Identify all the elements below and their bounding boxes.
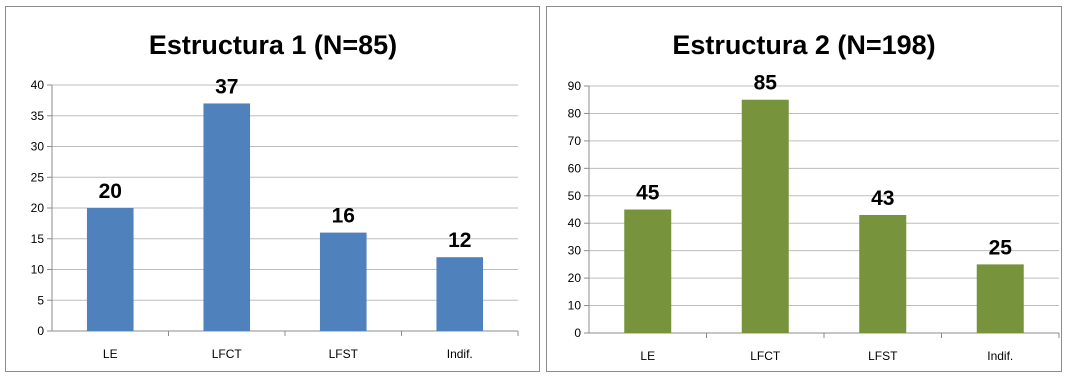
y-tick-label: 10: [31, 263, 45, 277]
x-tick-label: Indif.: [987, 349, 1013, 363]
chart-svg-2: Estructura 2 (N=198) 0 10 20 30 40 50 60 70 80 90…: [568, 30, 1060, 363]
y-tick-label: 30: [568, 244, 582, 258]
data-label: 20: [99, 180, 122, 203]
chart-panel-estructura-2: Estructura 2 (N=198) 0 10 20 30 40 50 60 70 80 90…: [546, 6, 1062, 372]
x-tick-label: LFST: [868, 349, 898, 363]
x-tick-label: Indif.: [447, 347, 473, 361]
plot-area: 0 5 10 15 20 25 30 35 40 20 LE 37 LFCT 16 LFST 12 Indif.: [31, 75, 519, 361]
data-label: 37: [215, 75, 238, 98]
bar: [86, 208, 134, 331]
y-tick-label: 0: [574, 326, 581, 340]
data-label: 43: [871, 187, 894, 210]
y-tick-label: 90: [568, 79, 582, 93]
x-tick-label: LFCT: [212, 347, 243, 361]
x-tick-label: LFCT: [750, 349, 781, 363]
y-tick-label: 20: [31, 201, 45, 215]
y-tick-label: 40: [568, 216, 582, 230]
y-tick-label: 0: [37, 324, 44, 338]
y-tick-label: 80: [568, 106, 582, 120]
y-tick-label: 70: [568, 134, 582, 148]
bar: [436, 257, 484, 331]
chart-title: Estructura 2 (N=198): [672, 30, 935, 60]
bar: [976, 264, 1024, 333]
x-tick-label: LE: [640, 349, 655, 363]
y-tick-label: 35: [31, 109, 45, 123]
data-label: 45: [636, 182, 660, 205]
bar: [741, 99, 789, 333]
data-label: 85: [754, 72, 778, 95]
y-tick-label: 50: [568, 189, 582, 203]
y-tick-label: 10: [568, 299, 582, 313]
y-tick-label: 40: [31, 78, 45, 92]
chart-panel-estructura-1: Estructura 1 (N=85) 0 5 10 15 20 25 30 35 40 20 LE…: [5, 6, 540, 372]
y-tick-label: 30: [31, 140, 45, 154]
data-label: 12: [448, 229, 471, 252]
y-tick-label: 15: [31, 232, 45, 246]
data-label: 16: [332, 205, 355, 228]
chart-svg-1: Estructura 1 (N=85) 0 5 10 15 20 25 30 35 40 20 LE…: [31, 30, 519, 361]
x-tick-label: LFST: [329, 347, 359, 361]
bar: [859, 214, 907, 333]
data-label: 25: [989, 236, 1013, 259]
plot-area: 0 10 20 30 40 50 60 70 80 90 45 LE 85 LFCT 43 LFST 25 Ind…: [568, 72, 1060, 363]
bar: [319, 232, 367, 331]
y-tick-label: 5: [37, 293, 44, 307]
bar: [624, 209, 672, 333]
bar: [203, 103, 251, 331]
y-tick-label: 20: [568, 271, 582, 285]
y-tick-label: 25: [31, 170, 45, 184]
x-tick-label: LE: [103, 347, 118, 361]
y-tick-label: 60: [568, 161, 582, 175]
chart-title: Estructura 1 (N=85): [149, 30, 397, 60]
